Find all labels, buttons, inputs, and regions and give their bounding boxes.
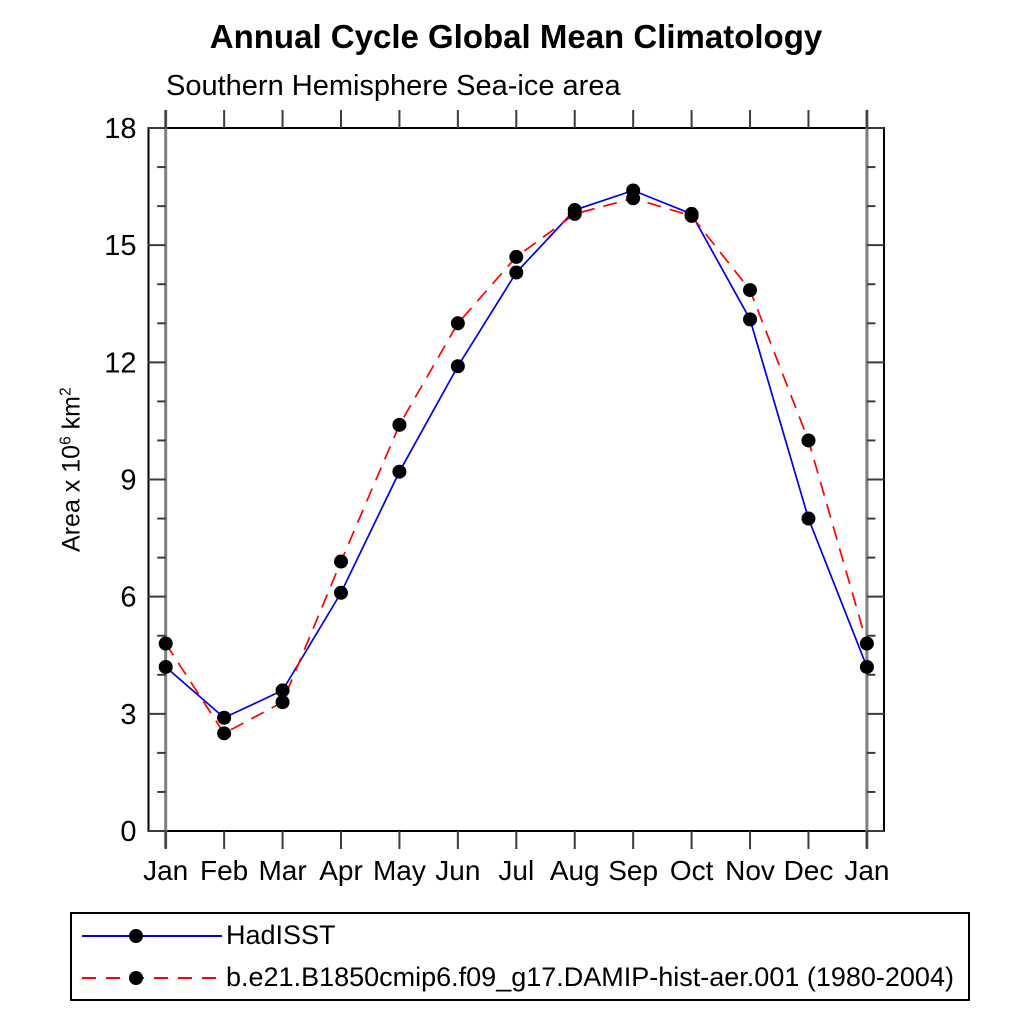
hadisst-line-sample-icon (82, 928, 222, 943)
model-marker-jan-0 (158, 636, 173, 651)
hadisst-marker-may-4 (392, 464, 407, 479)
model-marker-sep-8 (626, 191, 641, 206)
model-marker-jan-12 (859, 636, 874, 651)
x-tick-label: May (373, 855, 426, 886)
x-tick-label: Apr (319, 855, 363, 886)
y-tick-label: 9 (120, 465, 136, 497)
model-marker-apr-3 (334, 554, 348, 569)
legend-label-model: b.e21.B1850cmip6.f09_g17.DAMIP-hist-aer.… (226, 962, 954, 992)
hadisst-marker-nov-10 (743, 312, 758, 327)
legend-box: HadISST b.e21.B1850cmip6.f09_g17.DAMIP-h… (70, 912, 970, 1001)
x-tick-label: Aug (550, 855, 600, 886)
y-tick-label: 0 (120, 816, 136, 848)
x-tick-label: Feb (200, 855, 248, 886)
model-marker-mar-2 (275, 695, 290, 710)
x-tick-label: Jun (435, 855, 480, 886)
hadisst-marker-mar-2 (275, 683, 290, 698)
y-tick-label: 12 (104, 347, 136, 379)
model-marker-dec-11 (801, 433, 816, 448)
model-marker-nov-10 (743, 283, 758, 298)
hadisst-marker-jan-0 (158, 659, 173, 674)
model-dashed-line-sample-icon (82, 970, 222, 985)
model-marker-aug-7 (567, 206, 582, 221)
x-tick-label: Nov (725, 855, 775, 886)
x-tick-label: Jul (498, 855, 534, 886)
chart-subtitle: Southern Hemisphere Sea-ice area (166, 70, 621, 102)
plot-frame (147, 127, 885, 832)
x-tick-label: Jan (844, 855, 889, 886)
hadisst-marker-jun-5 (450, 359, 465, 374)
model-marker-jun-5 (450, 316, 465, 331)
model-marker-jul-6 (509, 249, 524, 264)
y-tick-label: 15 (104, 230, 136, 262)
x-tick-label: Jan (143, 855, 188, 886)
hadisst-marker-feb-1 (217, 710, 232, 725)
hadisst-marker-dec-11 (801, 511, 816, 526)
model-marker-may-4 (392, 417, 407, 432)
x-tick-label: Oct (670, 855, 714, 886)
hadisst-marker-jan-12 (859, 659, 874, 674)
model-marker-feb-1 (217, 726, 232, 741)
chart-title: Annual Cycle Global Mean Climatology (209, 18, 823, 55)
y-tick-label: 6 (120, 582, 136, 614)
x-tick-label: Sep (608, 855, 658, 886)
x-tick-label: Dec (784, 855, 834, 886)
y-tick-label: 3 (120, 699, 136, 731)
legend-row-hadisst: HadISST (72, 915, 968, 957)
y-tick-label: 18 (104, 113, 136, 145)
hadisst-marker-apr-3 (334, 585, 348, 600)
hadisst-marker-jul-6 (509, 265, 524, 280)
x-tick-label: Mar (258, 855, 306, 886)
model-marker-oct-9 (684, 208, 699, 223)
sea-ice-annual-cycle-plot: Jan Feb Mar Apr May Jun Jul Aug Sep Oct Nov Dec Jan0… (104, 110, 889, 886)
legend-label-hadisst: HadISST (226, 920, 336, 950)
legend-row-model: b.e21.B1850cmip6.f09_g17.DAMIP-hist-aer.… (72, 957, 968, 999)
